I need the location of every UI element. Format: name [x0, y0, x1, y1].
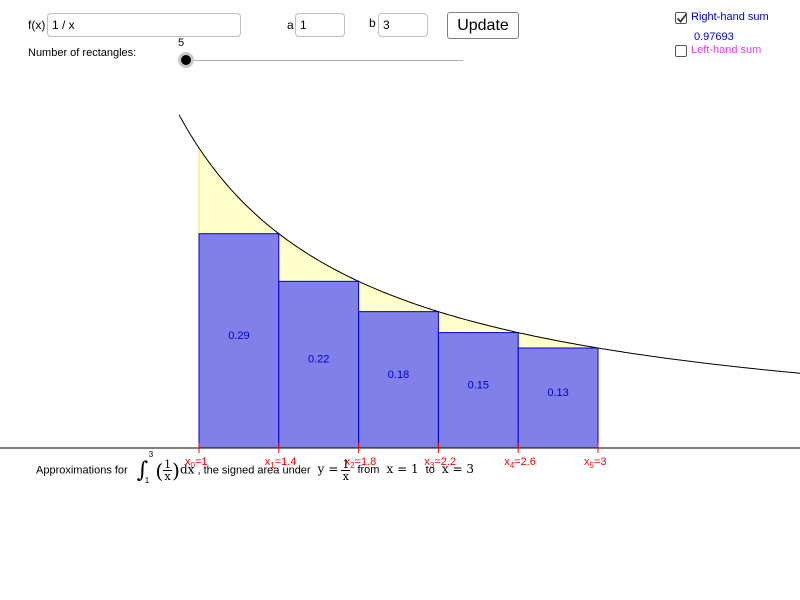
- integral-expression: ∫ 3 1 (1 x)dx: [136, 450, 195, 485]
- x-tick-label-0: x0=1: [185, 456, 208, 471]
- left-hand-sum-label[interactable]: Left-hand sum: [691, 44, 762, 56]
- rectangle-3: [358, 311, 439, 449]
- b-input[interactable]: [378, 13, 428, 37]
- rectangles: 0.29 0.22 0.18 0.15 0.13: [198, 233, 599, 449]
- caption-from: from: [357, 464, 380, 477]
- integral-sign: ∫: [136, 458, 149, 483]
- update-button[interactable]: Update: [447, 12, 519, 39]
- rectangle-label-5: 0.13: [547, 387, 568, 399]
- rectangle-label-4: 0.15: [468, 379, 489, 391]
- x-tick-label-5: x5=3: [584, 456, 607, 471]
- rectangle-4: [437, 332, 519, 449]
- integral-lower: 1: [144, 476, 150, 485]
- x-tick-label-4: x4=2.6: [504, 456, 536, 471]
- caption-to: to: [425, 464, 435, 477]
- rectangle-1: [198, 233, 280, 449]
- rectangle-label-2: 0.22: [308, 354, 329, 366]
- rectangle-2: [278, 280, 360, 449]
- rectangles-slider-knob[interactable]: [178, 52, 194, 68]
- x-tick-marks: [198, 443, 599, 453]
- fx-label: f(x): [28, 18, 46, 32]
- right-hand-sum-label[interactable]: Right-hand sum: [691, 11, 769, 23]
- caption: Approximations for ∫ 3 1 (1 x)dx , the sign…: [36, 450, 474, 485]
- caption-prefix: Approximations for: [36, 464, 128, 477]
- rectangles-slider-track[interactable]: [186, 60, 463, 61]
- rectangle-label-3: 0.18: [388, 369, 409, 381]
- checkmark-icon: [676, 13, 688, 23]
- function-curve: [178, 114, 800, 374]
- slider-value: 5: [178, 37, 185, 49]
- rectangle-5: [517, 347, 599, 449]
- x-to: x = 3: [441, 462, 474, 477]
- left-hand-sum-checkbox[interactable]: [675, 45, 687, 57]
- y-equals: y =: [317, 462, 339, 477]
- x-from: x = 1: [386, 462, 419, 477]
- a-label: a: [287, 18, 294, 32]
- right-hand-sum-checkbox[interactable]: [675, 12, 688, 24]
- x-tick-label-1: x1=1.4: [264, 456, 297, 471]
- caption-middle: , the signed area under: [197, 464, 311, 477]
- a-input[interactable]: [295, 13, 345, 37]
- rectangles-label: Number of rectangles:: [28, 47, 137, 59]
- function-input[interactable]: [47, 13, 241, 37]
- dx: dx: [179, 462, 195, 477]
- integral-upper: 3: [148, 450, 154, 459]
- rectangle-label-1: 0.29: [228, 330, 249, 342]
- x-tick-label-2: x2=1.8: [344, 456, 377, 471]
- sum-value: 0.97693: [694, 31, 734, 43]
- b-label: b: [369, 16, 376, 30]
- x-tick-label-3: x3=2.2: [424, 456, 457, 471]
